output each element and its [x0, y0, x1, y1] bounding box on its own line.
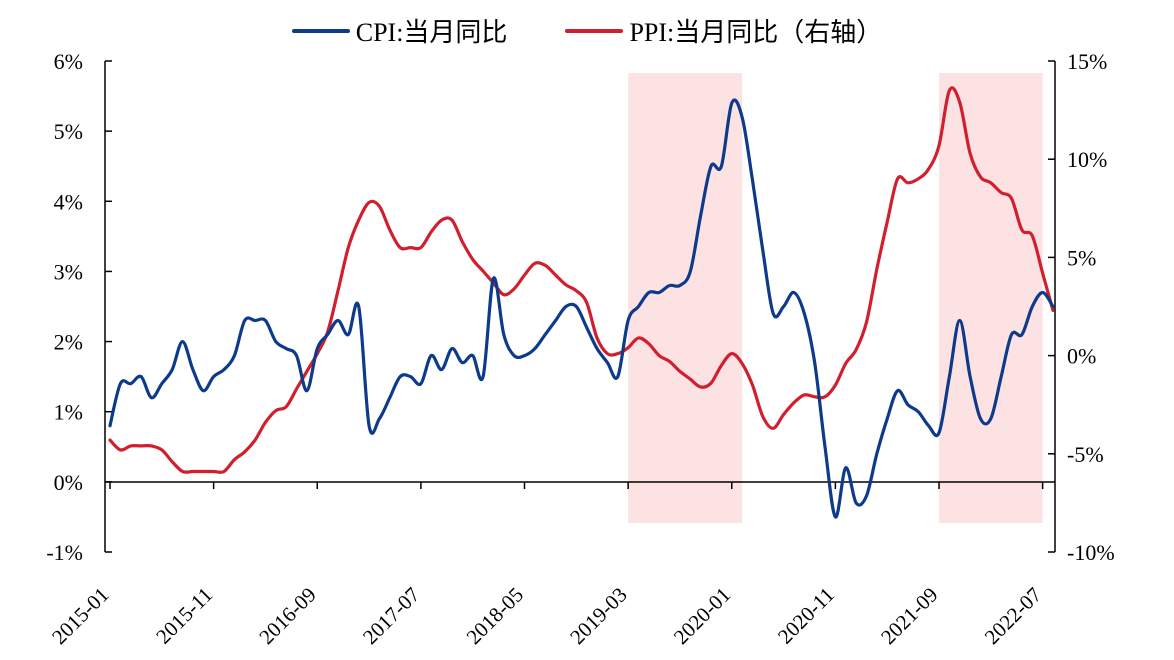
left-tick-label: 1%: [54, 400, 83, 425]
left-tick-label: 0%: [54, 470, 83, 495]
legend-item-ppi[interactable]: PPI:当月同比（右轴）: [565, 12, 882, 49]
x-tick-label: 2019-03: [565, 583, 631, 649]
legend-swatch-ppi: [565, 28, 624, 33]
right-tick-label: -5%: [1067, 442, 1104, 467]
right-tick-label: 0%: [1067, 344, 1096, 369]
x-tick-label: 2018-05: [462, 583, 528, 649]
series-line-cpi: [108, 98, 1055, 519]
x-tick-label: 2017-07: [358, 583, 424, 649]
x-tick-label: 2016-09: [254, 583, 320, 649]
left-tick-label: 6%: [54, 49, 83, 74]
right-tick-label: -10%: [1067, 540, 1115, 565]
left-tick-label: 2%: [54, 330, 83, 355]
chart-legend: CPI:当月同比 PPI:当月同比（右轴）: [0, 12, 1174, 49]
left-tick-label: -1%: [46, 540, 83, 565]
left-tick-label: 3%: [54, 259, 83, 284]
legend-swatch-cpi: [291, 28, 350, 33]
legend-label-ppi: PPI:当月同比（右轴）: [629, 18, 883, 47]
x-tick-label: 2015-01: [47, 583, 113, 649]
x-tick-label: 2021-09: [876, 583, 942, 649]
left-tick-label: 5%: [54, 119, 83, 144]
legend-label-cpi: CPI:当月同比: [355, 18, 508, 47]
x-tick-label: 2015-11: [151, 583, 217, 649]
x-tick-label: 2020-01: [669, 583, 735, 649]
x-tick-label: 2020-11: [773, 583, 839, 649]
x-tick-label: 2022-07: [980, 583, 1046, 649]
left-tick-label: 4%: [54, 189, 83, 214]
right-tick-label: 15%: [1067, 49, 1107, 74]
right-tick-label: 5%: [1067, 245, 1096, 270]
series-line-ppi: [108, 86, 1055, 474]
shaded-range-2: [939, 73, 1043, 523]
right-tick-label: 10%: [1067, 147, 1107, 172]
legend-item-cpi[interactable]: CPI:当月同比: [291, 12, 508, 49]
